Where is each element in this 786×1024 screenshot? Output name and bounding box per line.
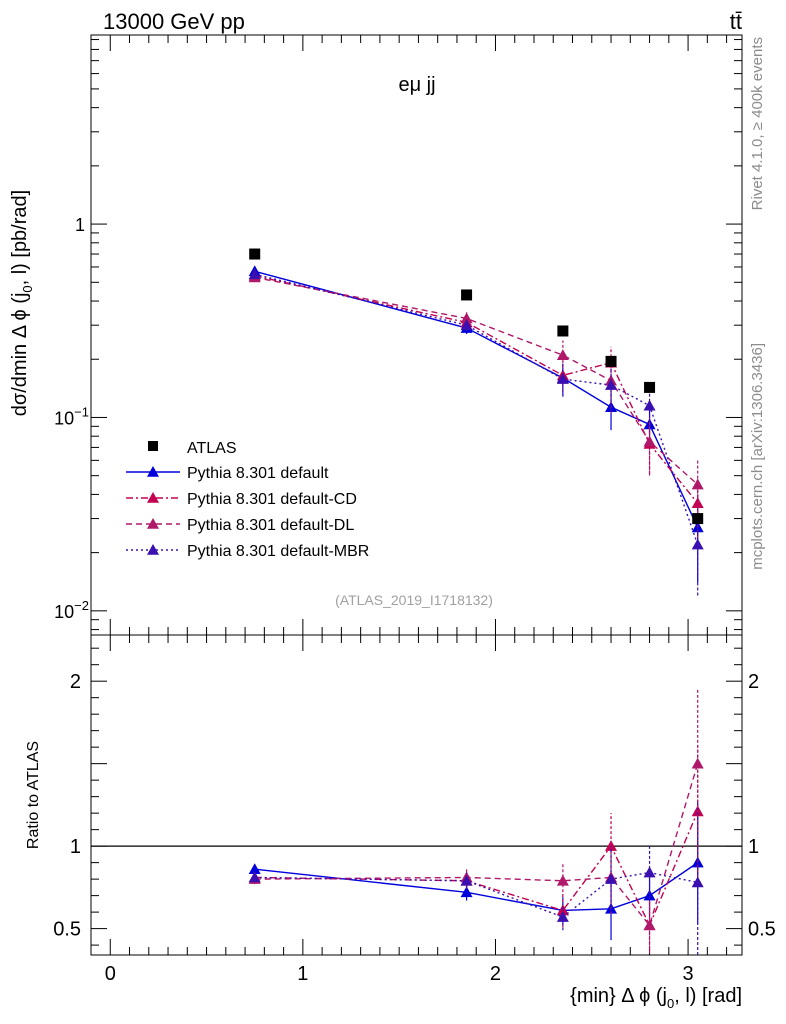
y-axis-label: dσ/dmin Δ ϕ (j0, l) [pb/rad]	[9, 190, 35, 416]
ratio-series-line	[254, 811, 699, 928]
ratio-point	[248, 871, 261, 883]
legend-marker	[147, 544, 159, 555]
ratio-series-line	[254, 763, 699, 927]
reference-point	[249, 248, 261, 260]
reference-point	[605, 355, 617, 367]
mcplots-label: mcplots.cern.ch [arXiv:1306.3436]	[749, 343, 766, 570]
x-tick-label: 2	[490, 963, 501, 985]
x-tick-label: 0	[105, 963, 116, 985]
series-point	[248, 268, 261, 280]
ratio-point	[643, 866, 656, 878]
ratio-point	[605, 873, 618, 884]
reference-point	[692, 513, 704, 525]
ratio-point	[643, 889, 656, 901]
ratio-point	[691, 876, 704, 888]
y-tick-label: 10−2	[54, 598, 89, 622]
x-tick-label: 3	[683, 963, 694, 985]
ratio-series-line	[254, 871, 698, 918]
rivet-version-label: Rivet 4.1.0, ≥ 400k events	[749, 37, 766, 210]
legend: ATLAS Pythia 8.301 default Pythia 8.301 d…	[126, 440, 369, 560]
legend-marker	[147, 492, 159, 503]
reference-point	[461, 289, 473, 301]
series-point	[556, 373, 569, 384]
x-axis-label: {min} Δ ϕ (j0, l) [rad]	[570, 985, 742, 1011]
series-point	[643, 399, 656, 411]
legend-label-atlas: ATLAS	[187, 440, 237, 457]
analysis-label: (ATLAS_2019_I1718132)	[335, 592, 493, 608]
ratio-tick-label-left: 1	[70, 836, 81, 858]
series-point	[460, 319, 473, 330]
ratio-point	[691, 757, 704, 769]
series-point	[691, 478, 704, 490]
ratio-point	[556, 911, 569, 922]
main-series-group	[248, 265, 704, 596]
reference-points	[249, 248, 704, 525]
ratio-point	[460, 886, 473, 898]
x-ticks: 0 1 2 3	[90, 35, 728, 985]
legend-marker	[147, 518, 159, 529]
ratio-point	[248, 863, 261, 875]
ratio-point	[605, 840, 618, 851]
ratio-tick-label-left: 0.5	[53, 919, 81, 941]
ratio-tick-label-right: 0.5	[748, 919, 776, 941]
ratio-tick-label-right: 1	[748, 836, 759, 858]
legend-marker	[147, 466, 159, 477]
ratio-tick-label-right: 2	[748, 671, 759, 693]
ratio-y-axis-label: Ratio to ATLAS	[25, 741, 42, 849]
series-point	[605, 379, 618, 390]
y-tick-label: 1	[75, 215, 85, 235]
reference-point	[644, 381, 656, 393]
ratio-series-group	[248, 689, 704, 955]
main-y-ticks: 1 10−1 10−2	[54, 39, 742, 631]
ratio-point	[556, 874, 569, 886]
plot-title: eμ jj	[398, 74, 435, 96]
series-point	[691, 538, 704, 550]
ratio-y-ticks: 0.5 0.5 1 1 2 2	[53, 647, 776, 946]
ratio-point	[643, 919, 656, 931]
y-tick-label: 10−1	[54, 404, 89, 428]
series-point	[556, 349, 569, 360]
series-line	[254, 273, 699, 545]
legend-label: Pythia 8.301 default-DL	[187, 517, 354, 534]
ratio-tick-label-left: 2	[70, 671, 81, 693]
legend-marker-atlas	[148, 441, 158, 451]
energy-label: 13000 GeV pp	[103, 9, 245, 34]
series-point	[643, 435, 656, 447]
ratio-point	[460, 874, 473, 886]
series-line	[254, 270, 699, 528]
ratio-series-line	[254, 862, 699, 912]
series-line	[254, 276, 699, 486]
legend-label: Pythia 8.301 default	[187, 465, 329, 482]
legend-label: Pythia 8.301 default-MBR	[187, 543, 369, 560]
process-label: tt̄	[730, 9, 742, 34]
legend-label: Pythia 8.301 default-CD	[187, 491, 357, 508]
ratio-panel-frame	[90, 634, 743, 956]
series-line	[254, 275, 699, 504]
x-tick-label: 1	[297, 963, 308, 985]
reference-point	[557, 325, 569, 337]
series-point	[460, 312, 473, 324]
